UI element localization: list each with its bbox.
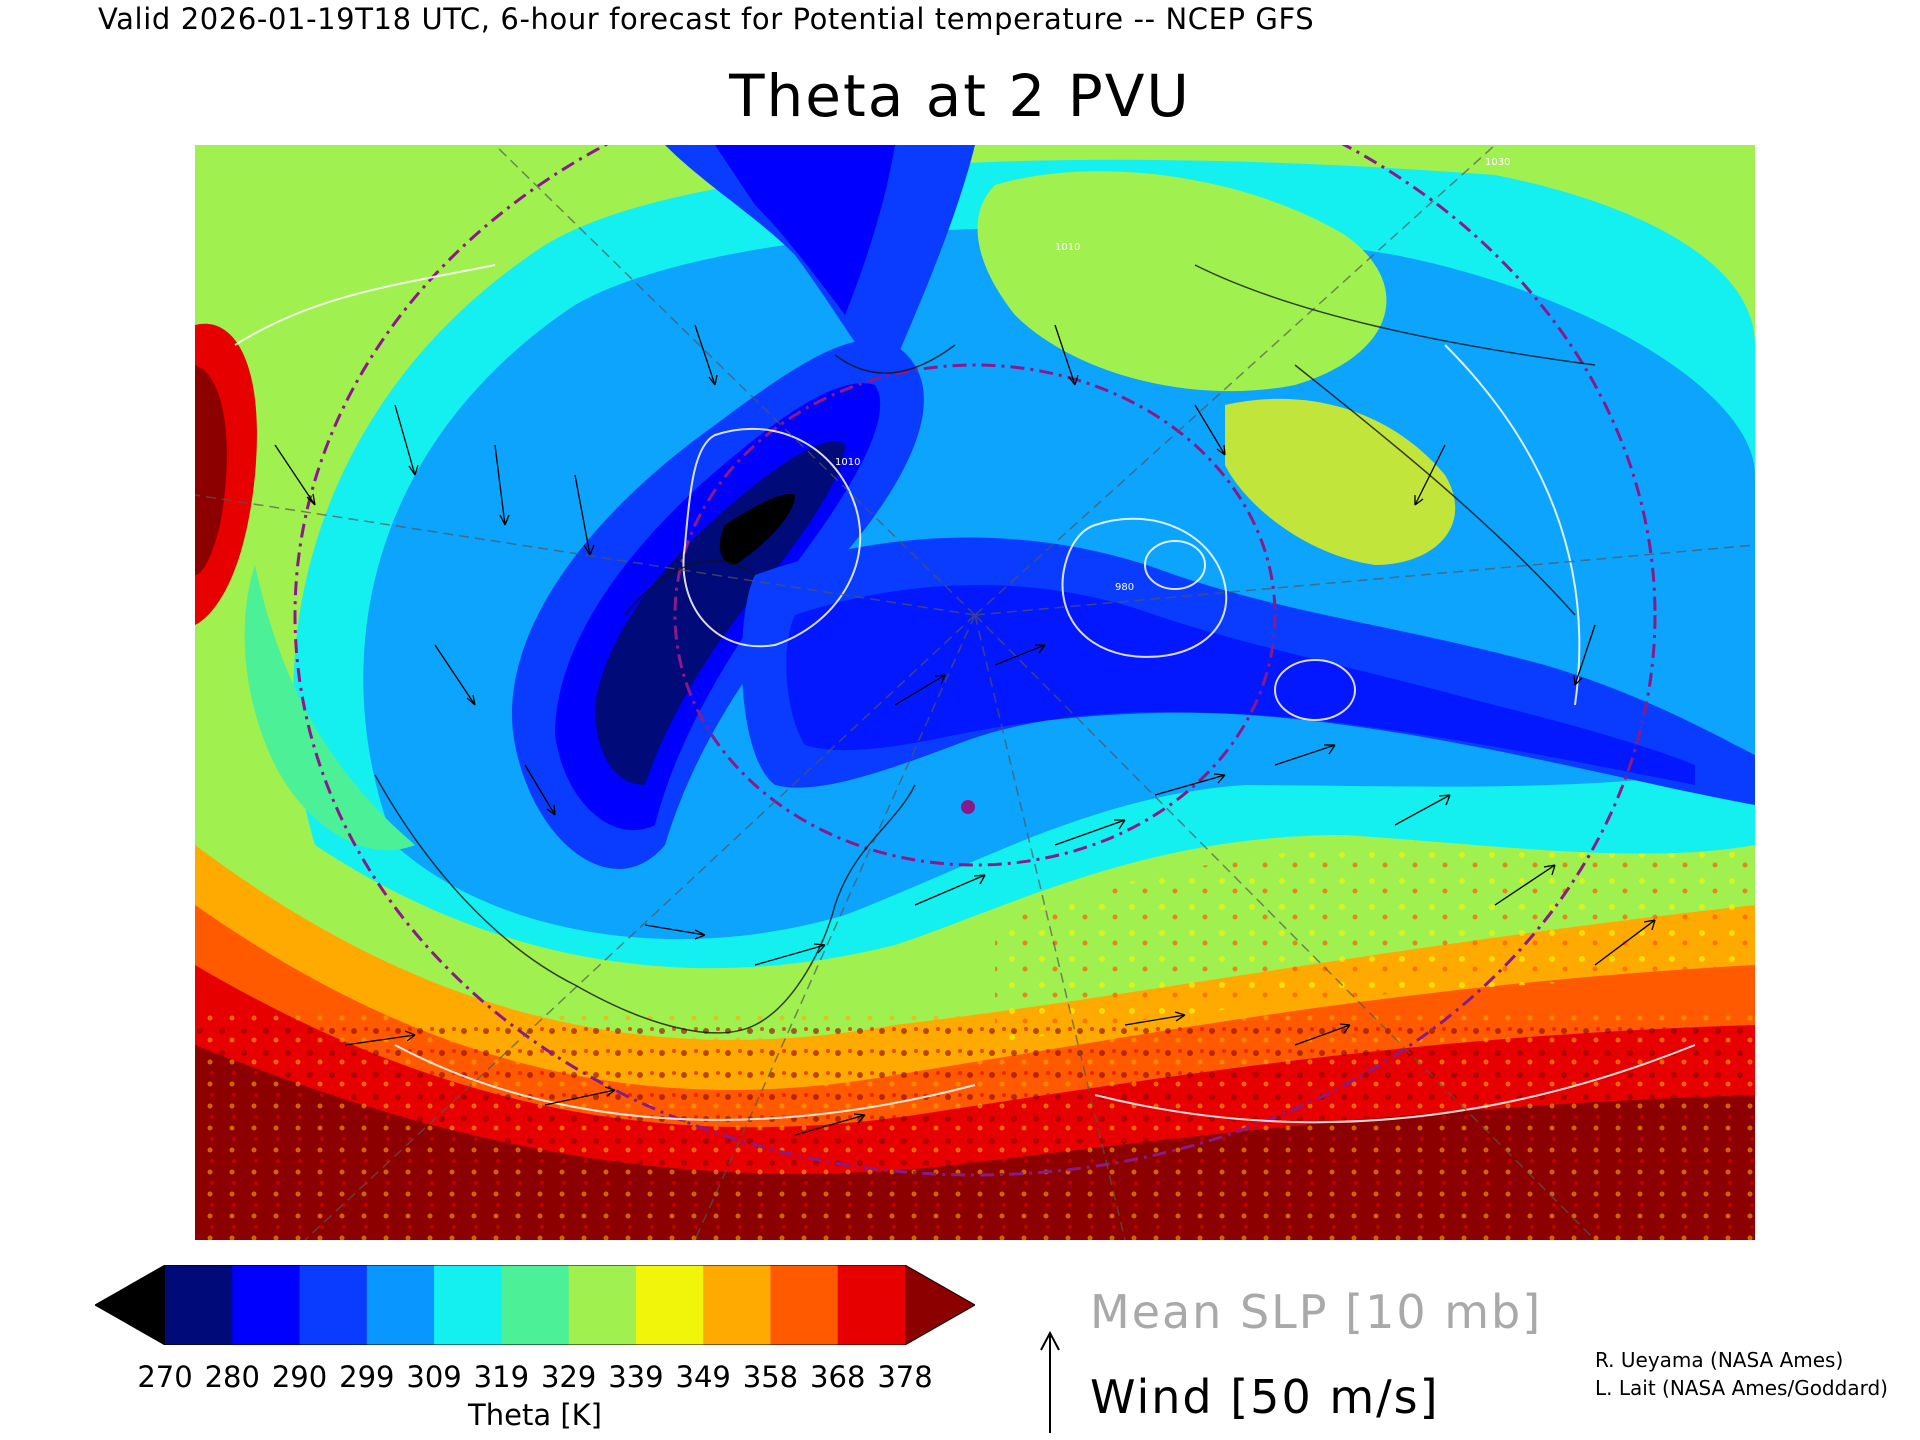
colorbar-tick-label: 329 (540, 1360, 597, 1394)
colorbar-unit-label: Theta [K] (468, 1398, 602, 1432)
contour-label-1010-a: 1010 (835, 457, 860, 468)
colorbar-swatch (232, 1265, 301, 1345)
colorbar-tick-label: 299 (339, 1360, 395, 1394)
colorbar-tick-label: 290 (271, 1360, 328, 1394)
colorbar-tick-label: 358 (742, 1360, 799, 1394)
credit-line-1: R. Ueyama (NASA Ames) (1595, 1348, 1844, 1372)
colorbar-swatch (703, 1265, 771, 1345)
wind-scale-arrow-icon (1040, 1330, 1060, 1433)
colorbar-swatch (299, 1265, 368, 1345)
contour-label-1010-b: 1010 (1055, 242, 1080, 253)
colorbar-swatch (635, 1265, 704, 1345)
forecast-subtitle: Valid 2026-01-19T18 UTC, 6-hour forecast… (98, 2, 1315, 36)
slp-contours (234, 264, 1696, 1124)
colorbar-tick-label: 270 (137, 1360, 193, 1394)
colorbar-swatch (434, 1265, 502, 1345)
wind-legend-label: Wind [50 m/s] (1090, 1370, 1440, 1424)
contour-label-980: 980 (1115, 582, 1134, 593)
credit-line-2: L. Lait (NASA Ames/Goddard) (1595, 1376, 1888, 1400)
colorbar-tick-label: 319 (473, 1360, 530, 1394)
colorbar-tick-label: 349 (675, 1360, 731, 1394)
colorbar-tick-label: 339 (608, 1360, 664, 1394)
colorbar-swatch (501, 1265, 570, 1345)
map-title: Theta at 2 PVU (729, 62, 1191, 130)
colorbar-tick-label: 280 (204, 1360, 260, 1394)
colorbar-tick-label: 309 (406, 1360, 462, 1394)
wind-vectors (274, 324, 1656, 1136)
colorbar-low-arrow (95, 1265, 165, 1345)
theta-map: 980 1010 1010 1030 (195, 145, 1755, 1240)
colorbar-tick-label: 368 (810, 1360, 866, 1394)
theta-field (195, 145, 1755, 1240)
contour-label-1030: 1030 (1485, 157, 1510, 168)
colorbar-tick-label: 378 (877, 1360, 933, 1394)
colorbar-swatch (770, 1265, 839, 1345)
colorbar-swatch (837, 1265, 906, 1345)
colorbar (95, 1265, 975, 1345)
slp-legend-label: Mean SLP [10 mb] (1090, 1285, 1543, 1339)
colorbar-high-arrow (905, 1265, 975, 1345)
colorbar-swatch (165, 1265, 233, 1345)
coastlines (374, 264, 1596, 1034)
colorbar-swatch (366, 1265, 435, 1345)
colorbar-swatch (568, 1265, 637, 1345)
contour-labels: 980 1010 1010 1030 (835, 157, 1510, 593)
